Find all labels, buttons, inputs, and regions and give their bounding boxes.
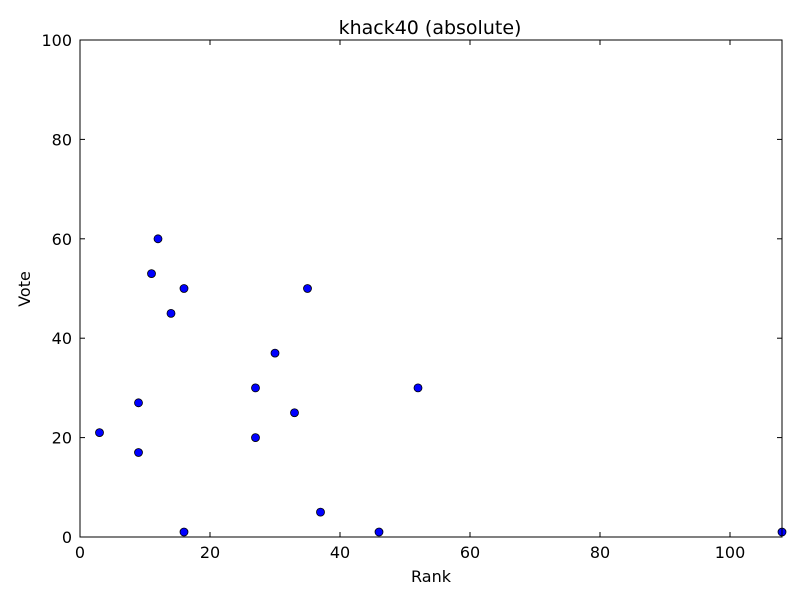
x-tick-label: 0 bbox=[75, 543, 85, 562]
data-point bbox=[147, 269, 156, 278]
x-axis-label: Rank bbox=[411, 567, 452, 586]
chart-title: khack40 (absolute) bbox=[339, 17, 522, 39]
data-point bbox=[290, 408, 299, 418]
data-point bbox=[270, 348, 280, 358]
y-tick-label: 100 bbox=[41, 31, 72, 50]
y-axis-label: Vote bbox=[15, 271, 34, 307]
x-tick-label: 80 bbox=[590, 543, 610, 562]
data-point bbox=[134, 398, 143, 408]
y-tick-label: 80 bbox=[52, 130, 72, 149]
data-point bbox=[251, 383, 260, 393]
data-point bbox=[166, 308, 176, 318]
data-point bbox=[95, 428, 104, 438]
data-point bbox=[316, 507, 325, 517]
data-points bbox=[95, 234, 787, 537]
y-tick-label: 20 bbox=[52, 429, 72, 448]
data-point bbox=[303, 284, 312, 293]
plot-frame bbox=[79, 39, 783, 538]
data-point bbox=[413, 383, 423, 393]
data-point bbox=[179, 284, 189, 293]
y-tick-label: 0 bbox=[62, 528, 72, 547]
y-tick-label: 40 bbox=[52, 329, 72, 348]
x-tick-label: 20 bbox=[200, 543, 220, 562]
x-tick-label: 100 bbox=[715, 543, 746, 562]
axis-ticks: 0 20 40 60 80 100 0 20 40 60 80 100 bbox=[41, 31, 782, 562]
data-point bbox=[374, 527, 384, 537]
x-tick-label: 40 bbox=[330, 543, 350, 562]
y-tick-label: 60 bbox=[52, 230, 72, 249]
data-point bbox=[134, 448, 143, 457]
x-tick-label: 60 bbox=[460, 543, 480, 562]
data-point bbox=[179, 527, 189, 537]
data-point bbox=[251, 433, 260, 443]
data-point bbox=[153, 234, 163, 244]
